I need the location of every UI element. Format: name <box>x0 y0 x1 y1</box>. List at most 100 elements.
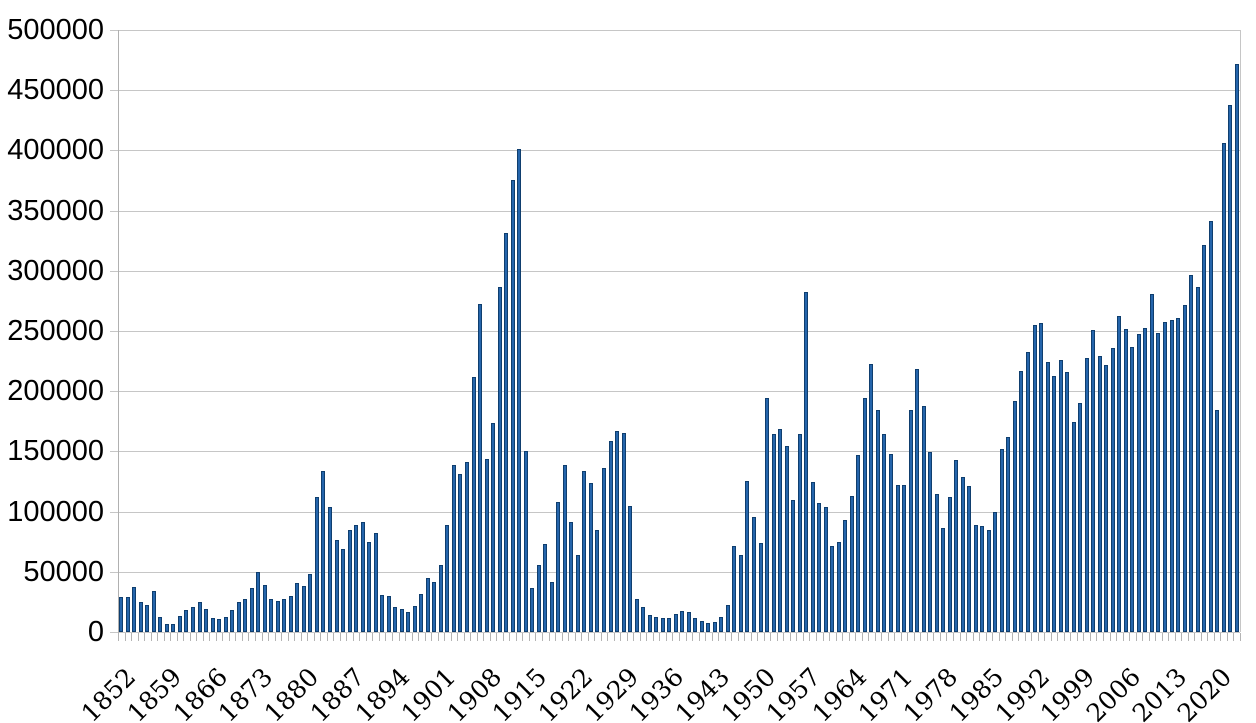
x-axis-tick <box>300 633 302 641</box>
bar <box>458 474 463 632</box>
x-axis-tick <box>809 633 811 641</box>
bar <box>1182 305 1187 632</box>
bar <box>464 462 469 632</box>
y-tick-label: 450000 <box>7 74 104 107</box>
x-axis-tick <box>998 633 1000 641</box>
bar <box>301 586 306 632</box>
plot-right-border <box>1240 30 1241 632</box>
x-axis-tick <box>307 633 309 641</box>
x-axis-tick <box>1024 633 1026 641</box>
bar <box>1032 325 1037 632</box>
bar <box>1058 360 1063 632</box>
bar <box>406 612 411 632</box>
x-axis-tick <box>196 633 198 641</box>
x-axis-tick <box>679 633 680 641</box>
bar <box>151 591 156 632</box>
x-axis-tick <box>522 633 524 641</box>
x-axis-tick <box>1031 633 1033 641</box>
x-axis-tick <box>796 633 798 641</box>
bar <box>536 565 541 632</box>
bar <box>510 180 515 632</box>
x-axis-tick <box>515 633 517 641</box>
bar <box>725 605 730 632</box>
x-axis-tick <box>170 633 172 641</box>
x-axis-tick <box>1050 633 1052 641</box>
x-axis-tick <box>150 633 152 641</box>
x-axis-tick <box>450 633 452 641</box>
x-axis-tick <box>1135 633 1137 641</box>
x-axis-tick <box>189 633 191 641</box>
x-axis-tick <box>685 633 687 641</box>
bar <box>588 483 593 632</box>
bar <box>354 525 359 632</box>
x-axis-tick <box>1220 633 1222 641</box>
bar <box>699 621 704 632</box>
x-axis-tick <box>900 633 902 641</box>
x-axis-tick <box>659 633 661 641</box>
bar <box>680 611 685 632</box>
bar <box>1169 320 1174 632</box>
x-axis-tick <box>848 633 850 641</box>
x-axis-tick <box>176 633 178 641</box>
x-axis-tick <box>476 633 478 641</box>
x-axis-tick <box>1187 633 1189 641</box>
gridline <box>110 571 1240 573</box>
y-tick-label: 250000 <box>7 315 104 347</box>
bar <box>595 530 600 632</box>
bar <box>686 612 691 632</box>
x-axis-tick <box>1142 633 1144 641</box>
bar <box>367 542 372 632</box>
x-axis-tick <box>222 633 224 641</box>
x-axis-tick <box>437 633 439 641</box>
x-axis-tick <box>1240 633 1241 641</box>
y-tick-label: 100000 <box>7 495 104 528</box>
x-axis-tick <box>496 633 498 641</box>
bar <box>1162 322 1167 632</box>
bar <box>791 500 796 632</box>
x-axis-tick <box>1129 633 1131 641</box>
x-axis-tick <box>600 633 602 641</box>
x-axis-tick <box>594 633 596 641</box>
bar <box>217 619 222 632</box>
x-axis-tick <box>144 633 146 641</box>
bar <box>641 607 646 632</box>
bar <box>164 624 169 632</box>
x-axis-tick <box>952 633 954 641</box>
bar <box>347 530 352 632</box>
x-axis-tick <box>528 633 530 641</box>
x-axis-tick <box>1116 633 1118 641</box>
x-axis-tick <box>959 633 961 641</box>
bar <box>314 497 319 632</box>
x-axis-tick <box>548 633 550 641</box>
x-axis-tick <box>731 633 733 641</box>
x-axis-tick <box>561 633 563 641</box>
x-axis-tick <box>581 633 583 641</box>
bar <box>1025 352 1030 632</box>
x-axis-tick <box>431 633 433 641</box>
bar <box>706 623 711 632</box>
y-axis-line <box>118 30 119 641</box>
x-axis-tick <box>835 633 837 641</box>
bar <box>341 549 346 632</box>
bar <box>1176 318 1181 632</box>
bar <box>1156 333 1161 632</box>
x-axis-tick <box>542 633 543 641</box>
bar <box>999 449 1004 632</box>
x-axis-tick <box>750 633 752 641</box>
x-axis-tick <box>646 633 648 641</box>
x-axis-tick <box>1005 633 1007 641</box>
bar <box>543 544 548 632</box>
bar <box>308 574 313 632</box>
bar <box>647 615 652 632</box>
x-axis-tick <box>555 633 557 641</box>
x-axis-tick <box>228 633 230 641</box>
bar <box>158 617 163 632</box>
x-axis-tick <box>939 633 941 641</box>
x-axis-tick <box>470 633 472 641</box>
bar <box>288 596 293 632</box>
x-axis-tick <box>274 633 276 641</box>
x-axis-tick <box>333 633 335 641</box>
bar <box>419 594 424 632</box>
bar <box>119 597 124 632</box>
x-axis-tick <box>1044 633 1046 641</box>
